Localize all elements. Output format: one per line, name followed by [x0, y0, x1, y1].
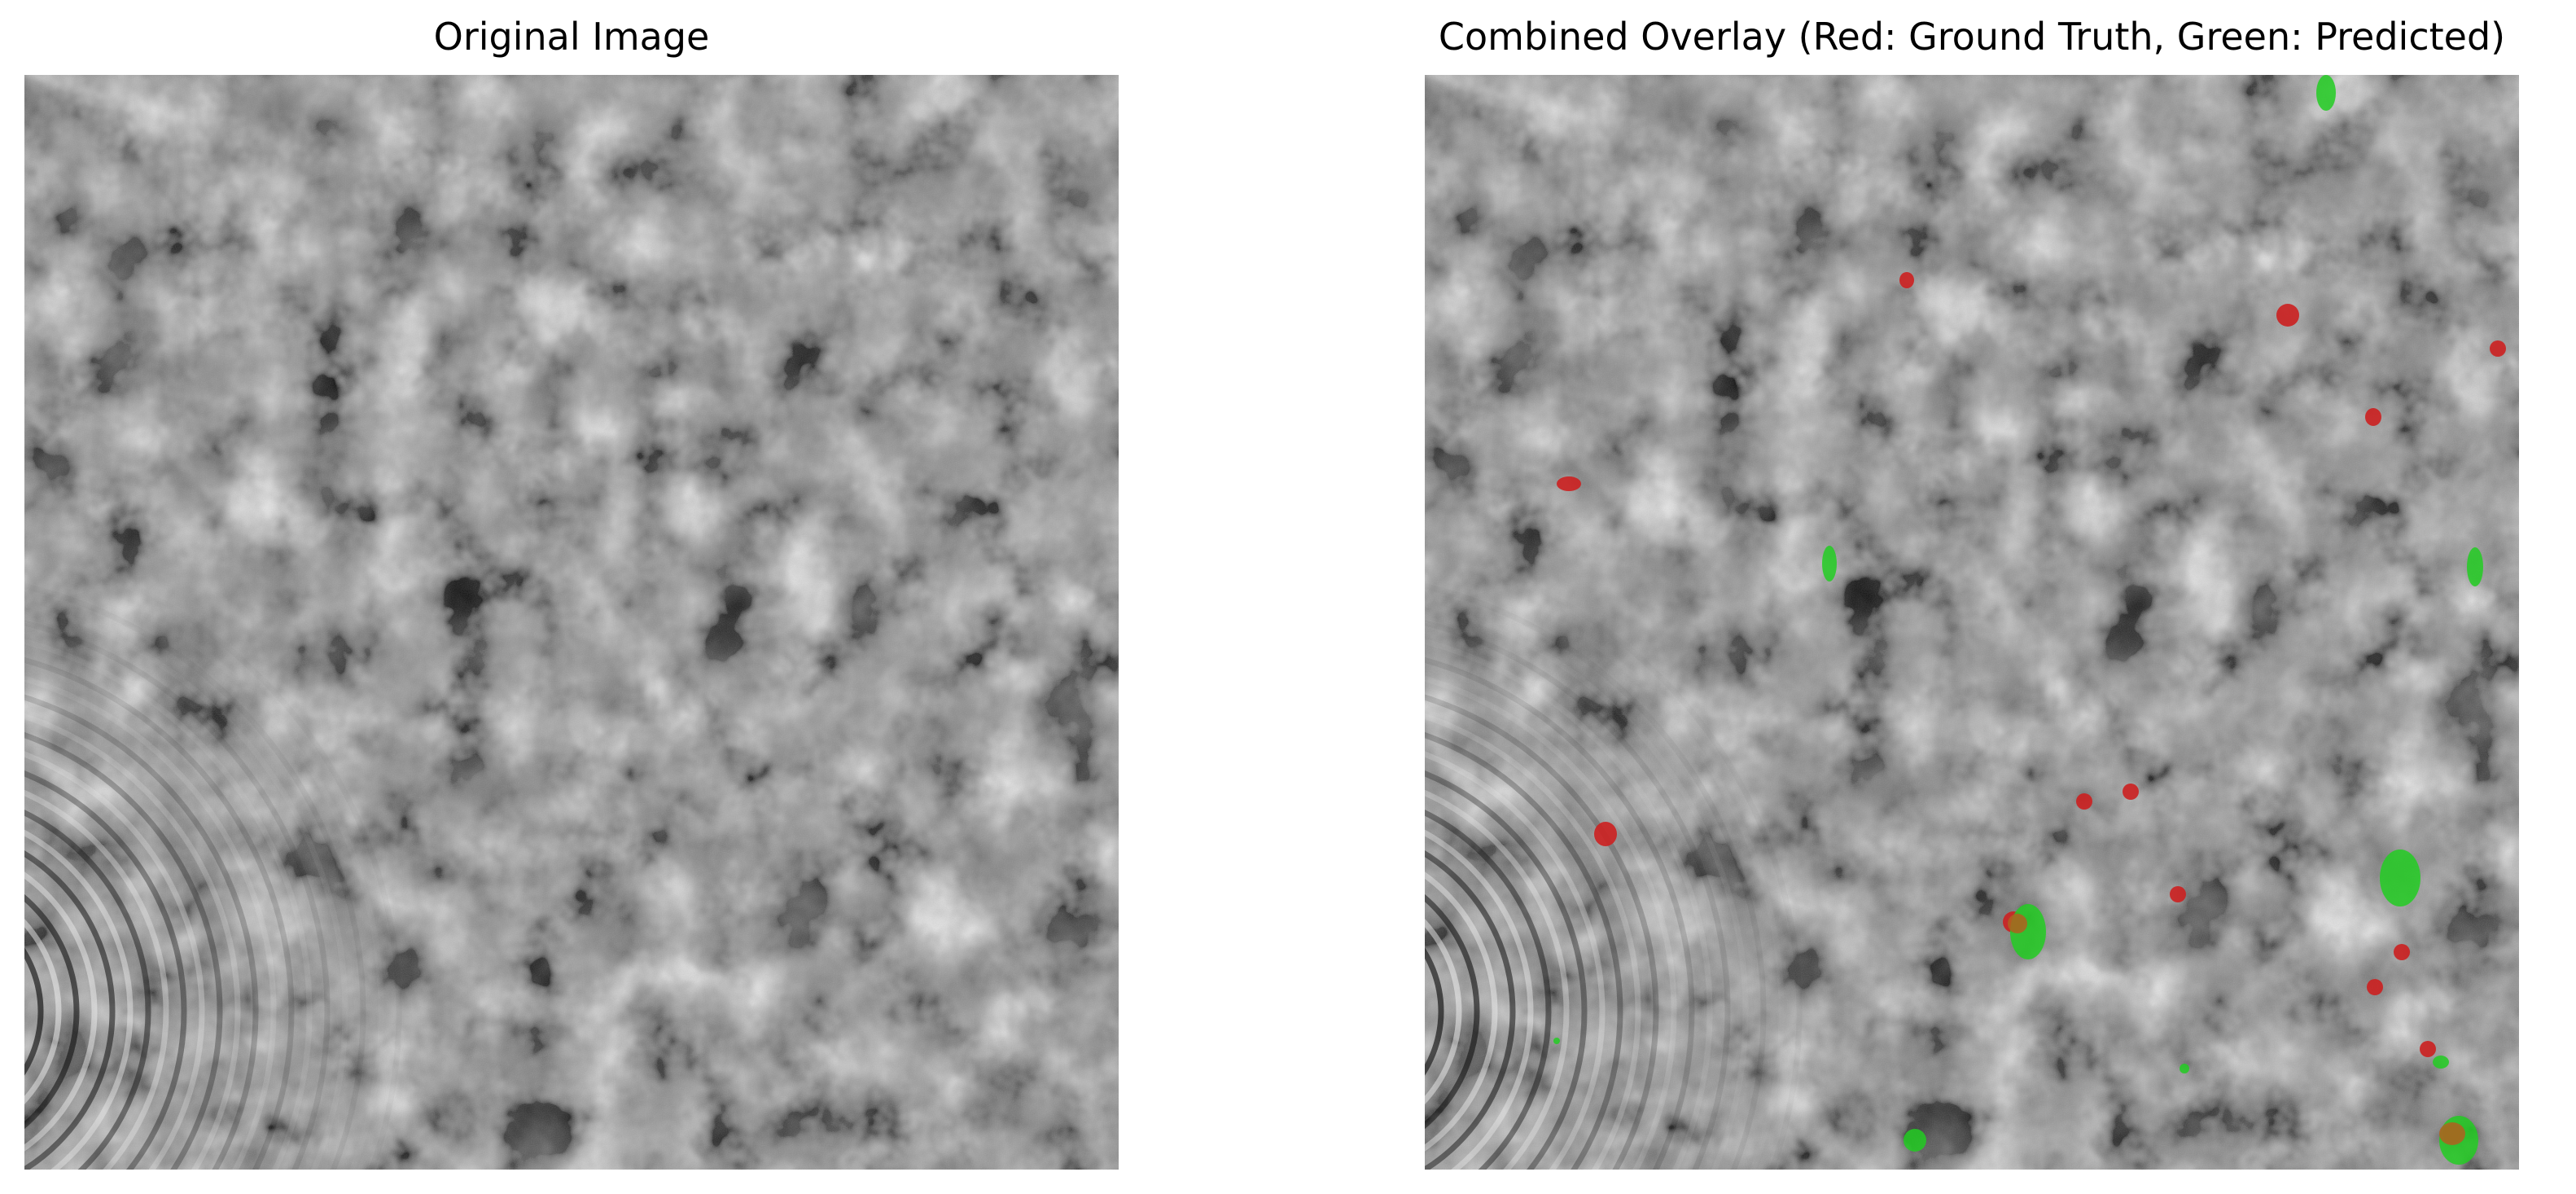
predicted-marker [2380, 849, 2420, 906]
predicted-marker [2316, 75, 2336, 111]
ground-truth-marker [1594, 822, 1617, 846]
interference-fringes [1425, 547, 1803, 1170]
ground-truth-marker [2394, 944, 2410, 960]
ground-truth-marker [1557, 476, 1581, 491]
overlay-image [1425, 75, 2519, 1170]
predicted-marker [1822, 546, 1837, 582]
ground-truth-marker [1899, 272, 1914, 288]
original-image [24, 75, 1119, 1170]
original-image-title: Original Image [433, 15, 710, 59]
ground-truth-marker [2076, 793, 2092, 810]
original-image-canvas [24, 75, 1119, 1170]
predicted-marker [2180, 1064, 2189, 1073]
ground-truth-marker [2367, 979, 2383, 995]
ground-truth-marker [2123, 784, 2139, 800]
overlay-image-canvas [1425, 75, 2519, 1170]
ground-truth-marker [2365, 408, 2381, 426]
ground-truth-marker [2420, 1041, 2436, 1057]
overlap-marker [2008, 914, 2027, 933]
overlay-image-title: Combined Overlay (Red: Ground Truth, Gre… [1438, 15, 2506, 59]
overlap-markers [2008, 914, 2465, 1145]
predicted-marker [1904, 1129, 1926, 1152]
predicted-marker [1553, 1038, 1560, 1044]
interference-fringes [24, 547, 402, 1170]
ground-truth-marker [2490, 340, 2506, 357]
ground-truth-marker [2276, 304, 2299, 327]
predicted-marker [2467, 547, 2483, 586]
predicted-marker [2433, 1056, 2449, 1069]
ground-truth-marker [2170, 886, 2186, 902]
overlap-marker [2439, 1122, 2465, 1145]
